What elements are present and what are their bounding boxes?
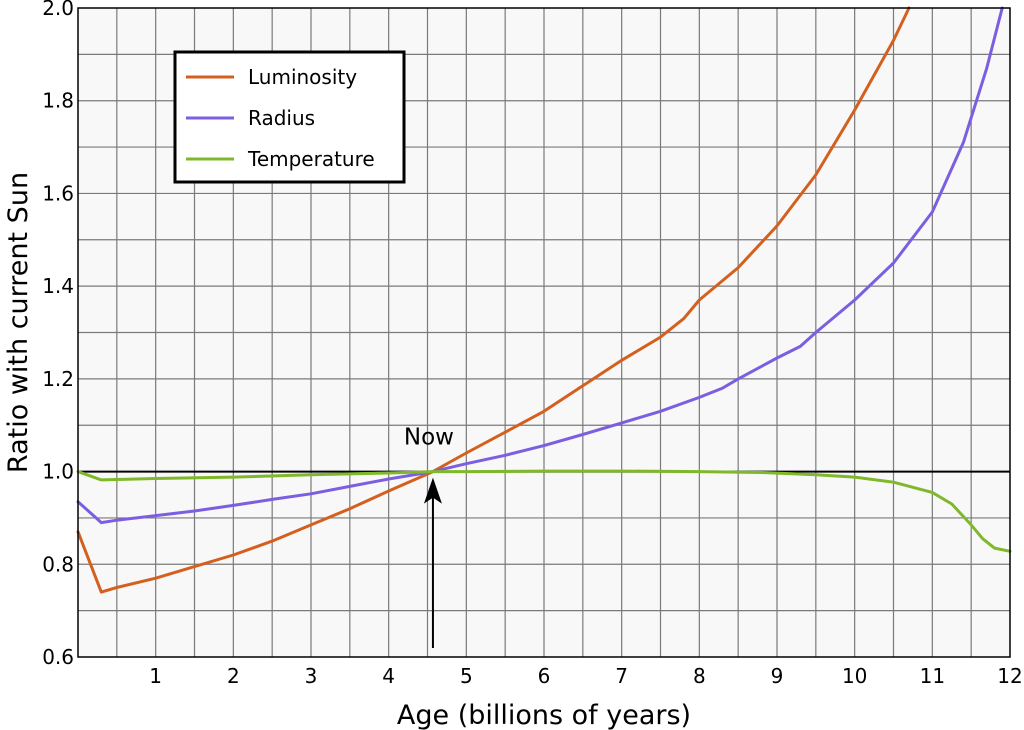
y-tick-label: 1.0 [42, 460, 74, 484]
now-annotation-label: Now [404, 425, 454, 451]
x-tick-label: 8 [693, 664, 706, 688]
x-tick-label: 3 [305, 664, 318, 688]
y-tick-label: 1.2 [42, 367, 74, 391]
series-line-radius [76, 6, 1004, 525]
x-tick-label: 10 [842, 664, 867, 688]
series-line-luminosity [76, 6, 911, 594]
series-layer [76, 6, 1012, 594]
now-arrow-icon [423, 477, 442, 648]
x-tick-label: 1 [149, 664, 162, 688]
x-tick-label: 7 [615, 664, 628, 688]
legend-label-temperature: Temperature [247, 147, 375, 171]
x-tick-label: 4 [382, 664, 395, 688]
legend-label-luminosity: Luminosity [248, 65, 357, 89]
tick-labels: 1 2 3 4 5 6 7 8 9 10 11 120.60.81.01.21.41.61.82.0 [42, 0, 1023, 688]
x-tick-label: 11 [920, 664, 945, 688]
y-axis-title: Ratio with current Sun [3, 172, 34, 473]
series-line-temperature [76, 469, 1012, 553]
y-tick-label: 0.8 [42, 552, 74, 576]
x-axis-title: Age (billions of years) [397, 700, 691, 730]
x-tick-label: 5 [460, 664, 473, 688]
now-arrow-head [423, 477, 442, 504]
y-tick-label: 1.6 [42, 181, 74, 205]
y-tick-label: 0.6 [42, 645, 74, 669]
x-tick-label: 12 [997, 664, 1022, 688]
legend-label-radius: Radius [248, 106, 315, 130]
legend: Luminosity Radius Temperature [173, 50, 406, 184]
y-tick-label: 1.8 [42, 89, 74, 113]
x-tick-label: 2 [227, 664, 240, 688]
x-tick-label: 6 [538, 664, 551, 688]
y-tick-label: 2.0 [42, 0, 74, 20]
x-tick-label: 9 [771, 664, 784, 688]
plot-frame [77, 7, 1011, 658]
y-tick-label: 1.4 [42, 274, 74, 298]
